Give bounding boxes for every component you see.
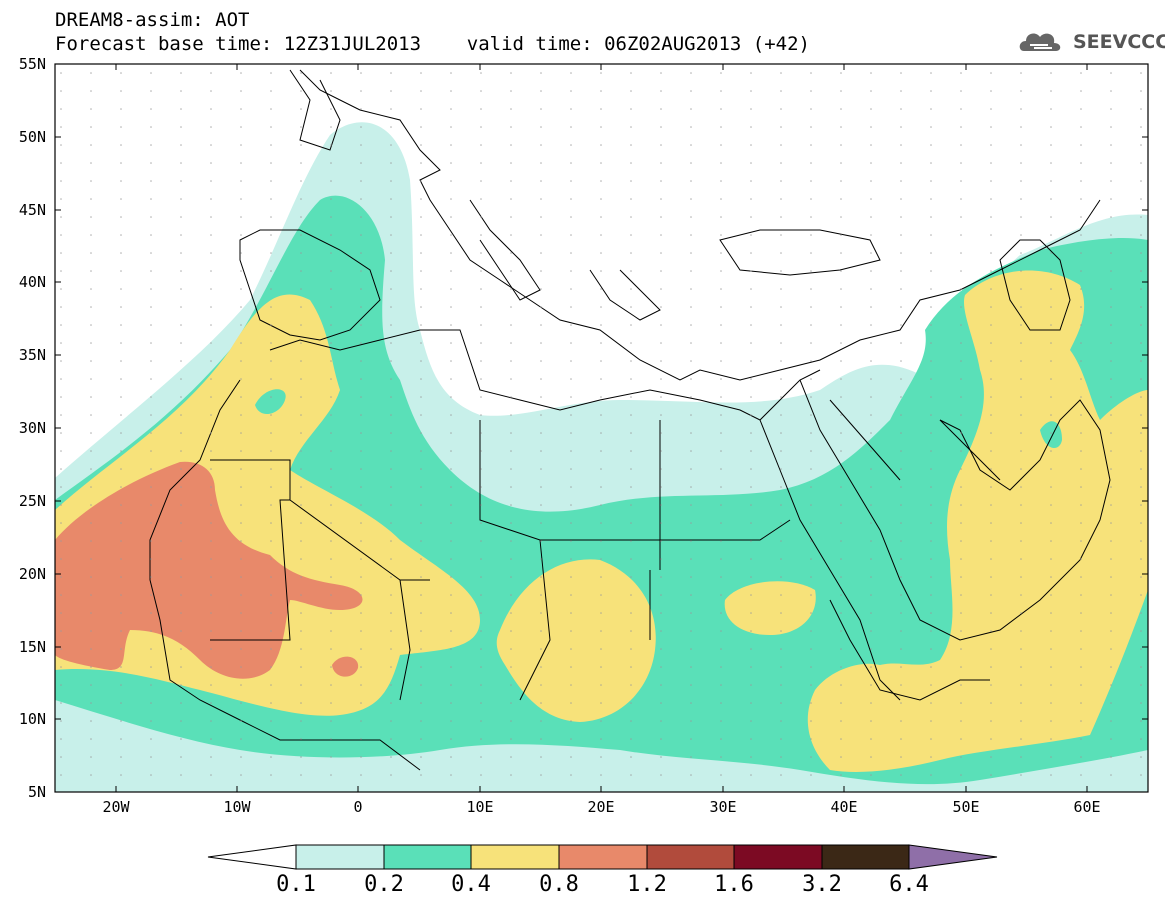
axis-ticks <box>55 63 1148 793</box>
lon-label: 20E <box>587 798 615 816</box>
colorbar-label: 0.2 <box>364 872 404 897</box>
colorbar-bin-1.6-3.2 <box>733 844 823 870</box>
colorbar-label: 6.4 <box>889 872 929 897</box>
logo-text: SEEVCCC <box>1073 31 1165 53</box>
lon-label: 10E <box>466 798 494 816</box>
colorbar-bin-3.2-6.4 <box>821 844 910 870</box>
seevccc-cloud-logo-icon <box>1019 33 1061 51</box>
lat-label: 45N <box>18 201 46 219</box>
lon-label: 60E <box>1073 798 1101 816</box>
colorbar <box>207 844 998 870</box>
colorbar-under <box>207 844 297 870</box>
lat-label: 55N <box>18 55 46 73</box>
colorbar-label: 0.4 <box>451 872 491 897</box>
lon-label: 40E <box>830 798 858 816</box>
lat-label: 25N <box>18 492 46 510</box>
lon-label: 30E <box>709 798 737 816</box>
map-title: DREAM8-assim: AOT <box>55 9 250 31</box>
colorbar-bin-0.1-0.2 <box>295 844 385 870</box>
lon-label: 10W <box>223 798 251 816</box>
map-subtitle-times: Forecast base time: 12Z31JUL2013 valid t… <box>55 33 810 55</box>
lon-label: 0 <box>353 798 363 816</box>
lat-label: 30N <box>18 419 46 437</box>
colorbar-bin-1.2-1.6 <box>646 844 735 870</box>
colorbar-label: 0.1 <box>276 872 316 897</box>
lat-label: 15N <box>18 638 46 656</box>
lat-label: 5N <box>27 783 46 801</box>
colorbar-label: 1.2 <box>627 872 667 897</box>
colorbar-over <box>908 844 998 870</box>
lon-label: 50E <box>952 798 980 816</box>
lon-label: 20W <box>102 798 130 816</box>
lat-label: 35N <box>18 346 46 364</box>
lat-label: 50N <box>18 128 46 146</box>
lat-label: 10N <box>18 710 46 728</box>
colorbar-label: 0.8 <box>539 872 579 897</box>
colorbar-bin-0.8-1.2 <box>558 844 648 870</box>
lat-label: 40N <box>18 273 46 291</box>
colorbar-label: 1.6 <box>714 872 754 897</box>
lat-label: 20N <box>18 565 46 583</box>
colorbar-label: 3.2 <box>802 872 842 897</box>
colorbar-bin-0.2-0.4 <box>383 844 472 870</box>
colorbar-bin-0.4-0.8 <box>470 844 560 870</box>
